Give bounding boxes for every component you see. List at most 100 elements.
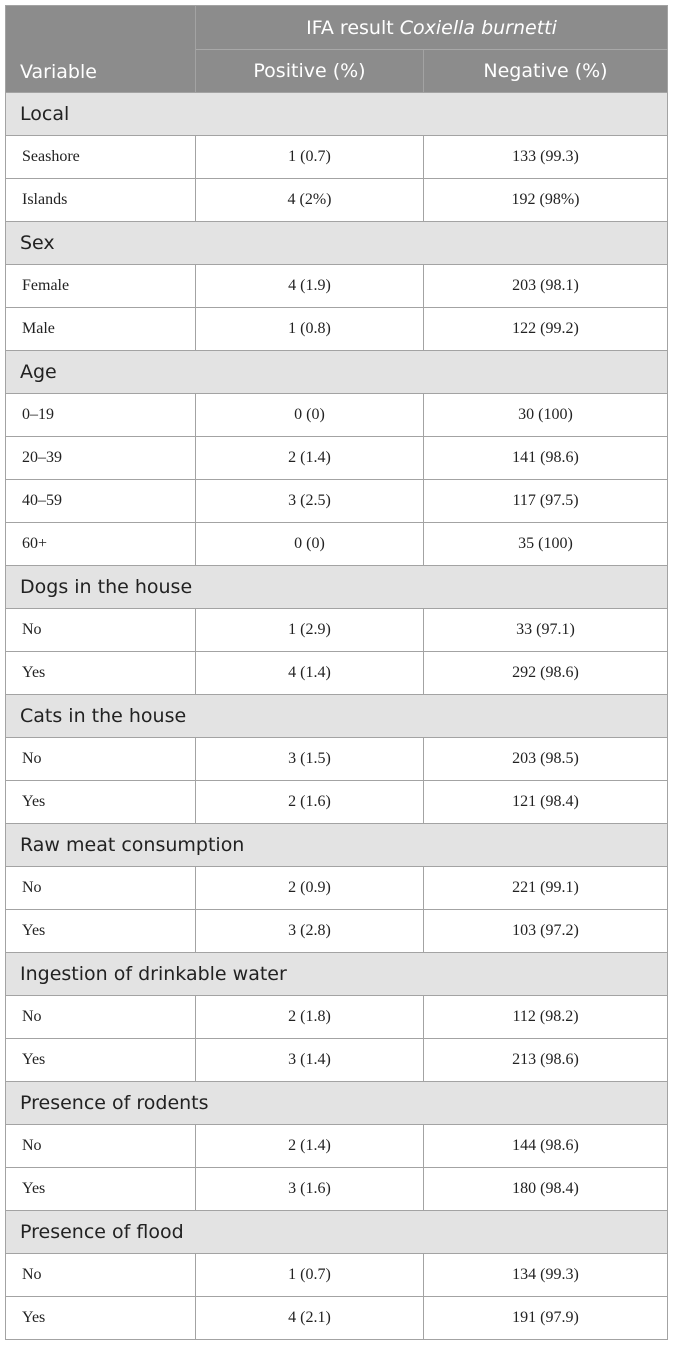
data-row: Yes 4 (2.1) 191 (97.9) [5, 1296, 669, 1340]
row-label: Seashore [5, 135, 196, 179]
cell: 4 (1.9) [195, 264, 424, 308]
cell: 141 (98.6) [422, 436, 669, 480]
row-label: Male [5, 307, 196, 351]
data-row: 40–59 3 (2.5) 117 (97.5) [5, 479, 669, 523]
data-row: Yes 2 (1.6) 121 (98.4) [5, 780, 669, 824]
data-row: 0–19 0 (0) 30 (100) [5, 393, 669, 437]
cell: 191 (97.9) [422, 1296, 669, 1340]
data-row: Yes 4 (1.4) 292 (98.6) [5, 651, 669, 695]
header-group: IFA result Coxiella burnetti [194, 5, 669, 50]
cell: 180 (98.4) [422, 1167, 669, 1211]
row-label: No [5, 1253, 196, 1297]
group-label: Ingestion of drinkable water [4, 952, 669, 996]
cell: 192 (98%) [422, 178, 669, 222]
cell: 213 (98.6) [422, 1038, 669, 1082]
group-row: Cats in the house [4, 694, 669, 738]
header-text: IFA result [306, 16, 394, 39]
cell: 203 (98.5) [422, 737, 669, 781]
group-label: Presence of rodents [4, 1081, 669, 1125]
cell: 144 (98.6) [422, 1124, 669, 1168]
row-label: Yes [5, 780, 196, 824]
header-italic: Coxiella burnetti [399, 16, 557, 39]
data-row: No 2 (0.9) 221 (99.1) [5, 866, 669, 910]
row-label: No [5, 866, 196, 910]
cell: 33 (97.1) [422, 608, 669, 652]
row-label: No [5, 737, 196, 781]
header-cell: Positive (%) [195, 49, 424, 93]
row-label: No [5, 608, 196, 652]
row-label: Yes [5, 651, 196, 695]
group-row: Ingestion of drinkable water [4, 952, 669, 996]
group-label: Local [4, 92, 669, 136]
cell: 121 (98.4) [422, 780, 669, 824]
cell: 30 (100) [422, 393, 669, 437]
row-label: Yes [5, 909, 196, 953]
data-row: Female 4 (1.9) 203 (98.1) [5, 264, 669, 308]
group-row: Presence of rodents [4, 1081, 669, 1125]
group-row: Dogs in the house [4, 565, 669, 609]
cell: 1 (2.9) [195, 608, 424, 652]
cell: 2 (1.6) [195, 780, 424, 824]
cell: 117 (97.5) [422, 479, 669, 523]
group-label: Age [4, 350, 669, 394]
row-label: 40–59 [5, 479, 196, 523]
group-row: Sex [4, 221, 669, 265]
cell: 2 (1.4) [195, 436, 424, 480]
cell: 0 (0) [195, 393, 424, 437]
data-row: No 2 (1.8) 112 (98.2) [5, 995, 669, 1039]
header-cell: Variable [5, 5, 196, 93]
row-label: Yes [5, 1038, 196, 1082]
cell: 2 (1.8) [195, 995, 424, 1039]
group-row: Raw meat consumption [4, 823, 669, 867]
group-row: Age [4, 350, 669, 394]
row-label: Yes [5, 1296, 196, 1340]
data-row: No 1 (0.7) 134 (99.3) [5, 1253, 669, 1297]
cell: 3 (2.8) [195, 909, 424, 953]
group-label: Raw meat consumption [4, 823, 669, 867]
data-row: No 2 (1.4) 144 (98.6) [5, 1124, 669, 1168]
data-row: Yes 3 (1.4) 213 (98.6) [5, 1038, 669, 1082]
header-cell: Negative (%) [422, 49, 669, 93]
cell: 3 (1.5) [195, 737, 424, 781]
data-row: Islands 4 (2%) 192 (98%) [5, 178, 669, 222]
cell: 1 (0.7) [195, 1253, 424, 1297]
row-label: 60+ [5, 522, 196, 566]
cell: 4 (1.4) [195, 651, 424, 695]
group-row: Presence of flood [4, 1210, 669, 1254]
row-label: Female [5, 264, 196, 308]
cell: 2 (0.9) [195, 866, 424, 910]
cell: 1 (0.7) [195, 135, 424, 179]
row-label: No [5, 995, 196, 1039]
data-table: Variable IFA result Coxiella burnetti Po… [4, 5, 669, 1340]
cell: 3 (1.4) [195, 1038, 424, 1082]
group-label: Presence of flood [4, 1210, 669, 1254]
table-body: Local Seashore 1 (0.7) 133 (99.3) Islands 4 (… [4, 92, 669, 1340]
cell: 4 (2.1) [195, 1296, 424, 1340]
cell: 112 (98.2) [422, 995, 669, 1039]
data-row: 20–39 2 (1.4) 141 (98.6) [5, 436, 669, 480]
group-label: Sex [4, 221, 669, 265]
data-row: Seashore 1 (0.7) 133 (99.3) [5, 135, 669, 179]
cell: 134 (99.3) [422, 1253, 669, 1297]
row-label: 0–19 [5, 393, 196, 437]
cell: 2 (1.4) [195, 1124, 424, 1168]
group-label: Dogs in the house [4, 565, 669, 609]
row-label: No [5, 1124, 196, 1168]
row-label: Yes [5, 1167, 196, 1211]
cell: 292 (98.6) [422, 651, 669, 695]
data-row: No 1 (2.9) 33 (97.1) [5, 608, 669, 652]
cell: 103 (97.2) [422, 909, 669, 953]
row-label: Islands [5, 178, 196, 222]
cell: 133 (99.3) [422, 135, 669, 179]
cell: 1 (0.8) [195, 307, 424, 351]
cell: 221 (99.1) [422, 866, 669, 910]
cell: 3 (2.5) [195, 479, 424, 523]
cell: 35 (100) [422, 522, 669, 566]
group-label: Cats in the house [4, 694, 669, 738]
data-row: Yes 3 (2.8) 103 (97.2) [5, 909, 669, 953]
row-label: 20–39 [5, 436, 196, 480]
data-row: 60+ 0 (0) 35 (100) [5, 522, 669, 566]
cell: 3 (1.6) [195, 1167, 424, 1211]
cell: 4 (2%) [195, 178, 424, 222]
